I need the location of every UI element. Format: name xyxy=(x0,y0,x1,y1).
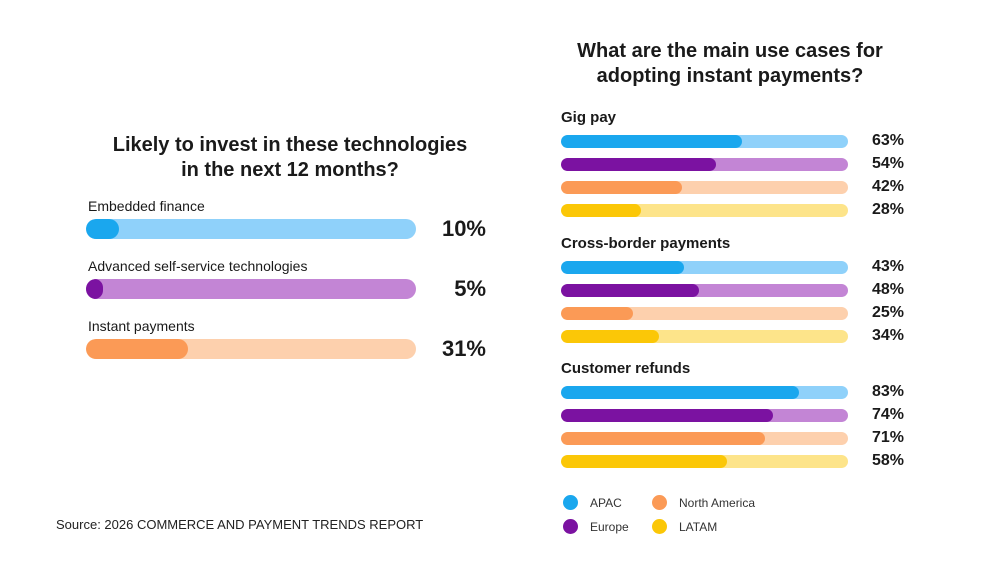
legend-item-2: North America xyxy=(652,495,755,510)
group-1-value-3: 42% xyxy=(871,178,904,195)
bar-2-track xyxy=(86,279,416,299)
group-1-bar-2-track xyxy=(561,158,848,171)
bar-3-track xyxy=(86,339,416,359)
legend-label-1: APAC xyxy=(590,495,622,510)
bar-value-3: 31% xyxy=(441,336,486,361)
group-3-bar-4-fill xyxy=(561,455,728,468)
source-note: Source: 2026 COMMERCE AND PAYMENT TRENDS… xyxy=(56,517,424,532)
legend-item-4: LATAM xyxy=(652,519,717,534)
legend-swatch-4 xyxy=(652,519,667,534)
group-3-value-3: 71% xyxy=(871,429,904,446)
legend-label-2: North America xyxy=(679,495,756,510)
group-1-bar-4-fill xyxy=(561,204,642,217)
group-3-bar-3-fill xyxy=(561,432,765,445)
bar-value-2: 5% xyxy=(454,276,486,301)
group-2-value-1: 43% xyxy=(871,258,904,275)
bar-1-track xyxy=(86,219,416,239)
group-label-3: Customer refunds xyxy=(561,360,691,377)
right-chart-title-line-1: What are the main use cases for xyxy=(577,40,883,62)
group-3-bar-2-fill xyxy=(561,409,774,422)
group-3-value-2: 74% xyxy=(871,406,904,423)
group-1-bar-1-fill xyxy=(561,135,742,148)
bar-label-2: Advanced self-service technologies xyxy=(88,258,308,274)
group-2-bar-4-fill xyxy=(561,330,659,343)
group-2-bar-2-fill xyxy=(561,284,699,297)
group-2-bar-2-track xyxy=(561,284,848,297)
left-chart-title-line-2: in the next 12 months? xyxy=(181,159,399,181)
legend-item-3: Europe xyxy=(563,519,629,534)
group-3-bar-2-track xyxy=(561,409,848,422)
group-2-bar-4-track xyxy=(561,330,848,343)
group-1-value-2: 54% xyxy=(871,155,904,172)
group-label-2: Cross-border payments xyxy=(561,235,731,252)
group-3-bar-3-track xyxy=(561,432,848,445)
legend-item-1: APAC xyxy=(563,495,622,510)
legend-swatch-3 xyxy=(563,519,578,534)
group-2-bar-3-fill xyxy=(561,307,633,320)
group-1-value-4: 28% xyxy=(871,201,904,218)
bar-value-1: 10% xyxy=(441,216,486,241)
group-1-bar-1-track xyxy=(561,135,848,148)
left-chart-title: Likely to invest in these technologies i… xyxy=(60,133,520,183)
bar-label-1: Embedded finance xyxy=(88,198,205,214)
group-3-value-1: 83% xyxy=(871,383,904,400)
group-1-value-1: 63% xyxy=(871,132,904,149)
bar-1-fill xyxy=(86,219,119,239)
legend-label-4: LATAM xyxy=(679,519,718,534)
group-1-bar-3-fill xyxy=(561,181,682,194)
bar-label-3: Instant payments xyxy=(88,318,195,334)
group-3-bar-1-fill xyxy=(561,386,800,399)
group-2-bar-1-fill xyxy=(561,261,685,274)
group-2-value-4: 34% xyxy=(871,327,904,344)
group-2-bar-1-track xyxy=(561,261,848,274)
group-1-bar-4-track xyxy=(561,204,848,217)
right-chart-title-line-2: adopting instant payments? xyxy=(596,65,864,87)
group-2-value-2: 48% xyxy=(871,281,904,298)
group-1-bar-2-fill xyxy=(561,158,716,171)
group-2-value-3: 25% xyxy=(871,304,904,321)
right-chart-title: What are the main use cases for adopting… xyxy=(540,39,920,89)
legend-swatch-2 xyxy=(652,495,667,510)
legend-swatch-1 xyxy=(563,495,578,510)
legend-label-3: Europe xyxy=(590,519,629,534)
group-1-bar-3-track xyxy=(561,181,848,194)
left-chart-title-line-1: Likely to invest in these technologies xyxy=(112,134,468,156)
group-3-bar-4-track xyxy=(561,455,848,468)
bar-2-fill xyxy=(86,279,103,299)
group-2-bar-3-track xyxy=(561,307,848,320)
group-label-1: Gig pay xyxy=(561,109,617,126)
group-3-bar-1-track xyxy=(561,386,848,399)
bar-3-fill xyxy=(86,339,189,359)
group-3-value-4: 58% xyxy=(871,452,904,469)
